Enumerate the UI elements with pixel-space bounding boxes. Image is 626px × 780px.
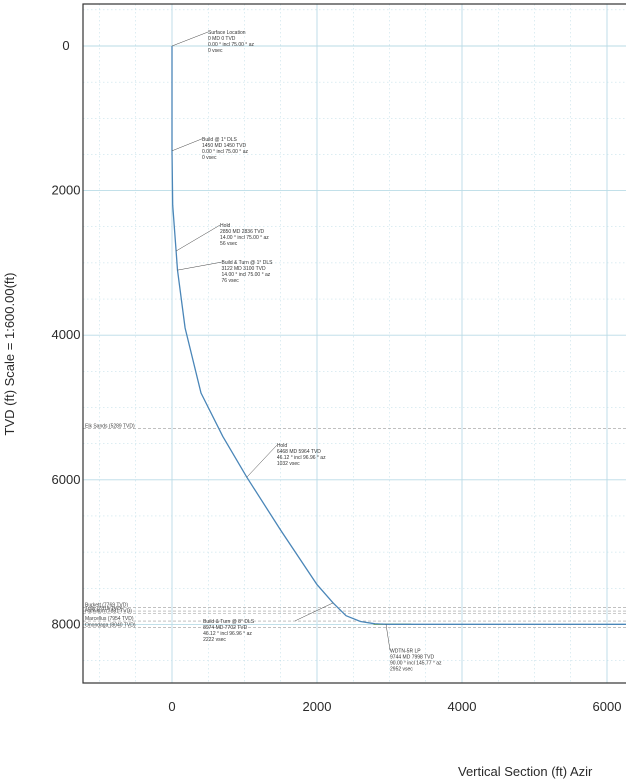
annotation-text: WDTN-5R LP	[390, 648, 421, 654]
annotation-text: 46.12 ° incl 96.96 ° az	[277, 455, 326, 461]
annotation-text: Build & Turn @ 8° DLS	[203, 619, 255, 625]
annotation-leader	[171, 31, 209, 47]
y-tick-label: 2000	[52, 183, 81, 198]
y-axis-title: TVD (ft) Scale = 1:600.00(ft)	[2, 273, 17, 436]
y-tick-label: 4000	[52, 327, 81, 342]
y-tick-label: 0	[62, 38, 69, 53]
annotation-text: 14.00 ° incl 75.00 ° az	[220, 235, 269, 241]
annotation-text: 6468 MD 5964 TVD	[277, 449, 321, 455]
formation-label: Burkett (7769 TVD)	[85, 603, 128, 609]
formation-label: Onondaga (8040 TVD)	[85, 622, 136, 628]
well-path-line	[171, 46, 626, 625]
annotation-leader	[385, 624, 391, 651]
annotation-text: 0 MD 0 TVD	[208, 36, 236, 42]
annotation-text: 0 vsec	[208, 48, 223, 54]
annotation-text: Build & Turn @ 1° DLS	[222, 260, 274, 266]
annotation-text: 90.00 ° incl 145.77 ° az	[390, 660, 442, 666]
annotation-text: 14.00 ° incl 75.00 ° az	[222, 272, 271, 278]
annotation-leader	[294, 602, 334, 622]
x-tick-label: 4000	[448, 699, 477, 714]
annotation-text: Hold	[220, 223, 231, 229]
annotation-leader	[177, 261, 222, 271]
annotation-text: Hold	[277, 443, 288, 449]
annotation-text: 2952 vsec	[390, 666, 413, 672]
formation-label: Elk Sands (5289 TVD)	[85, 423, 135, 429]
annotation-text: Surface Location	[208, 30, 246, 36]
annotation-text: 8974 MD 7702 TVD	[203, 625, 247, 631]
y-tick-label: 8000	[52, 616, 81, 631]
annotation-text: 1450 MD 1450 TVD	[202, 143, 246, 149]
plot-background	[83, 4, 626, 683]
annotation-text: 9744 MD 7998 TVD	[390, 654, 434, 660]
annotation-text: 56 vsec	[220, 241, 238, 247]
x-tick-label: 6000	[593, 699, 622, 714]
annotation-text: 0.00 ° incl 75.00 ° az	[208, 42, 254, 48]
annotation-leader	[171, 138, 203, 152]
x-tick-label: 0	[168, 699, 175, 714]
annotation-text: 0.00 ° incl 75.00 ° az	[202, 149, 248, 155]
annotation-text: 76 vsec	[222, 278, 240, 284]
annotation-text: Build @ 1° DLS	[202, 137, 238, 143]
y-tick-labels: 0 2000 4000 6000 8000	[52, 38, 81, 631]
annotation-text: 1032 vsec	[277, 461, 300, 467]
formation-label: Marcellus (7954 TVD)	[85, 616, 134, 622]
x-tick-label: 2000	[303, 699, 332, 714]
x-tick-labels: 0 2000 4000 6000	[168, 699, 621, 714]
annotation-text: 46.12 ° incl 96.96 ° az	[203, 631, 252, 637]
annotation-text: 3122 MD 3100 TVD	[222, 266, 266, 272]
series-layer	[171, 46, 626, 626]
y-tick-label: 6000	[52, 472, 81, 487]
formation-label: Hamilton (7851 TVD)	[85, 609, 132, 615]
annotation-text: 2222 vsec	[203, 637, 226, 643]
annotation-leader	[175, 224, 221, 252]
annotation-leader	[246, 445, 278, 478]
formation-label: Tully (7815 TVD)	[85, 606, 123, 612]
plot-frame	[82, 3, 626, 684]
annotation-text: 2850 MD 2836 TVD	[220, 229, 264, 235]
annotation-text: 0 vsec	[202, 155, 217, 161]
grid	[83, 4, 626, 683]
x-axis-title: Vertical Section (ft) Azir	[458, 764, 593, 779]
formation-lines: Elk Sands (5289 TVD) Burkett (7769 TVD)Tu…	[83, 423, 626, 628]
